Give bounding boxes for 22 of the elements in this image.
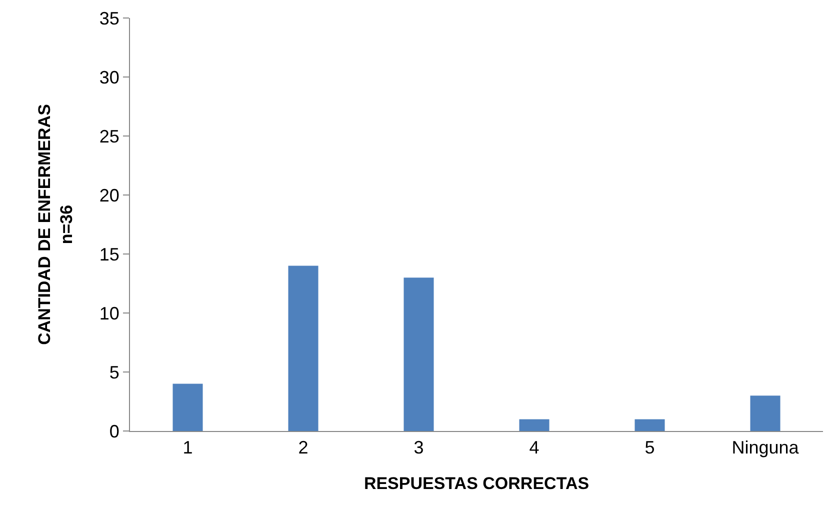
- x-tick-label: Ninguna: [732, 438, 800, 458]
- x-tick-label: 5: [644, 438, 655, 458]
- y-tick-label: 25: [99, 126, 120, 146]
- y-tick-label: 35: [99, 8, 120, 28]
- y-axis-title: CANTIDAD DE ENFERMERAS n=36: [34, 104, 76, 345]
- x-tick-label: 3: [414, 438, 424, 458]
- y-tick-label: 5: [109, 362, 120, 382]
- y-tick-label: 15: [99, 244, 120, 264]
- bar: [404, 278, 434, 431]
- bar: [519, 419, 550, 431]
- y-tick-label: 30: [99, 67, 120, 88]
- bar: [288, 266, 318, 431]
- x-tick-label: 2: [298, 438, 308, 458]
- x-tick-label: 4: [529, 438, 540, 458]
- y-tick-label: 0: [109, 421, 120, 442]
- bar: [634, 419, 665, 431]
- y-tick-label: 20: [99, 185, 120, 206]
- x-tick-label: 1: [182, 438, 193, 458]
- x-axis-title: RESPUESTAS CORRECTAS: [364, 474, 590, 493]
- bar: [750, 396, 780, 431]
- y-tick-label: 10: [99, 303, 120, 324]
- bar: [172, 384, 203, 431]
